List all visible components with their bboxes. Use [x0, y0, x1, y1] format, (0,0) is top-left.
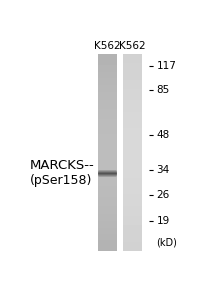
Text: 85: 85	[156, 85, 170, 95]
Text: (kD): (kD)	[156, 238, 177, 248]
Text: MARCKS--: MARCKS--	[29, 159, 94, 172]
Text: 34: 34	[156, 165, 170, 175]
Text: K562: K562	[119, 41, 145, 51]
Text: (pSer158): (pSer158)	[29, 174, 92, 187]
Text: 19: 19	[156, 216, 170, 226]
Text: 26: 26	[156, 190, 170, 200]
Text: 117: 117	[156, 61, 176, 71]
Text: 48: 48	[156, 130, 170, 140]
Text: K562: K562	[94, 41, 121, 51]
